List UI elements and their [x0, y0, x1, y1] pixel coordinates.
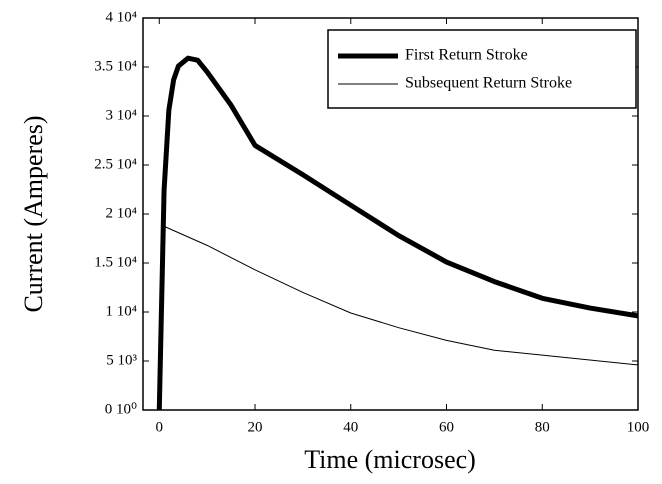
x-tick-label: 100	[627, 419, 650, 435]
y-tick-label: 1.5 10⁴	[94, 254, 137, 270]
y-tick-label: 4 10⁴	[106, 9, 137, 25]
x-tick-label: 60	[439, 419, 454, 435]
legend-label: Subsequent Return Stroke	[405, 75, 572, 92]
line-series	[158, 226, 639, 411]
x-axis-title: Time (microsec)	[304, 445, 476, 474]
line-series	[156, 55, 639, 411]
x-tick-label: 80	[535, 419, 550, 435]
y-tick-label: 3.5 10⁴	[94, 58, 137, 74]
x-tick-label: 20	[248, 419, 263, 435]
y-tick-label: 3 10⁴	[106, 107, 137, 123]
x-tick-label: 0	[156, 419, 164, 435]
y-tick-label: 2.5 10⁴	[94, 156, 137, 172]
y-tick-label: 0 10⁰	[105, 401, 137, 417]
y-tick-label: 5 10³	[106, 352, 137, 368]
legend-box	[327, 29, 637, 109]
y-tick-label: 2 10⁴	[106, 205, 137, 221]
y-axis-title: Current (Amperes)	[19, 115, 48, 312]
legend-label: First Return Stroke	[405, 47, 528, 64]
x-tick-label: 40	[343, 419, 358, 435]
y-tick-label: 1 10⁴	[106, 303, 137, 319]
